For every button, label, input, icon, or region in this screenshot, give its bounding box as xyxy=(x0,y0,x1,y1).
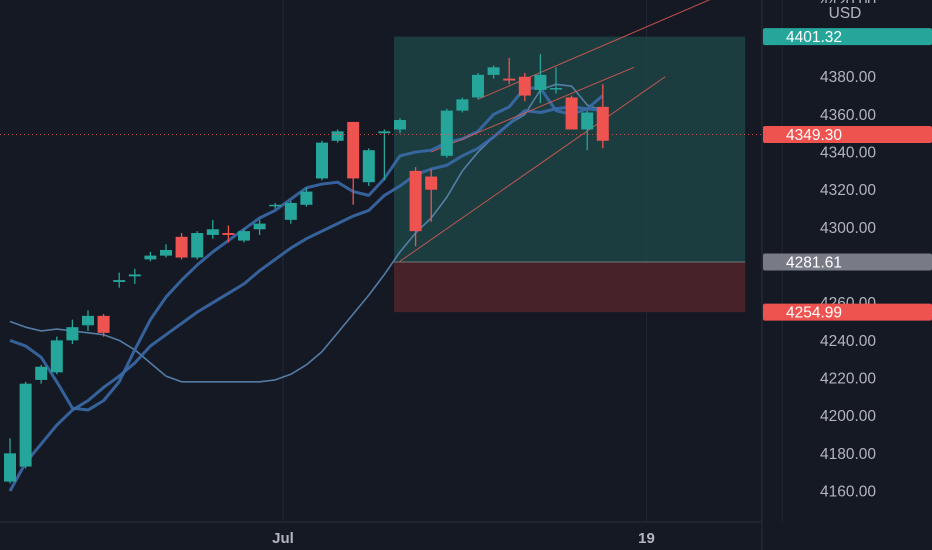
candle-body xyxy=(550,88,562,90)
candle-body xyxy=(269,204,282,207)
candle-body xyxy=(19,383,32,467)
candle-body xyxy=(456,99,469,111)
candle-body xyxy=(128,274,141,277)
candle-body xyxy=(581,112,594,130)
candle-body xyxy=(316,142,328,179)
price-tick-label: 4200.00 xyxy=(820,408,876,425)
time-tick-label: 19 xyxy=(638,530,655,547)
candle-body xyxy=(82,315,94,326)
candle-body xyxy=(596,106,609,141)
candle-body xyxy=(222,233,235,235)
moving-average-line xyxy=(8,105,603,492)
candle-body xyxy=(487,67,500,75)
price-tag[interactable] xyxy=(763,303,932,321)
currency-box xyxy=(810,3,880,21)
candle-body xyxy=(565,97,578,130)
candle-body xyxy=(113,280,126,282)
price-axis[interactable]: 4420.004400.004380.004360.004340.004320.… xyxy=(763,0,932,501)
candle-body xyxy=(300,191,313,205)
candle-body xyxy=(253,223,266,230)
candlesticks xyxy=(4,54,609,484)
price-tick-label: 4240.00 xyxy=(820,333,876,350)
price-tick-label: 4180.00 xyxy=(820,446,876,463)
price-tick-label: 4220.00 xyxy=(820,371,876,388)
price-tick-label: 4320.00 xyxy=(820,182,876,199)
stop-loss-zone[interactable] xyxy=(394,262,746,313)
candle-body xyxy=(347,121,360,179)
position-zone[interactable] xyxy=(394,36,746,313)
price-tag-label: 4349.30 xyxy=(786,127,842,144)
currency-label: USD xyxy=(829,5,862,22)
price-tick-label: 4300.00 xyxy=(820,220,876,237)
candle-body xyxy=(440,110,453,156)
candle-body xyxy=(4,453,16,482)
price-tag-label: 4281.61 xyxy=(786,255,842,272)
time-axis[interactable]: Jul 19 xyxy=(272,530,655,547)
candle-body xyxy=(472,74,484,98)
candle-body xyxy=(394,120,406,130)
candle-body xyxy=(331,131,344,141)
candle-body xyxy=(518,76,531,96)
price-tick-label: 4360.00 xyxy=(820,107,876,124)
candle-body xyxy=(66,327,79,341)
candle-body xyxy=(409,170,422,232)
candle-body xyxy=(160,249,172,256)
candle-body xyxy=(144,255,157,260)
candle-body xyxy=(503,78,516,81)
candle-body xyxy=(534,74,547,90)
trend-line[interactable] xyxy=(431,66,635,153)
price-tick-label: 4340.00 xyxy=(820,145,876,162)
price-tag-label: 4254.99 xyxy=(786,305,842,322)
candle-body xyxy=(238,231,250,241)
trend-line[interactable] xyxy=(399,76,666,262)
candle-body xyxy=(206,229,219,235)
price-tick-label: 4160.00 xyxy=(820,484,876,501)
price-tag[interactable] xyxy=(763,253,932,271)
candle-body xyxy=(191,233,204,258)
candle-body xyxy=(284,202,297,220)
candle-body xyxy=(35,366,48,380)
price-tick-label: 4380.00 xyxy=(820,69,876,86)
price-tag-label: 4401.32 xyxy=(786,29,842,46)
price-tag[interactable] xyxy=(763,126,932,144)
candle-body xyxy=(175,236,188,258)
candle-body xyxy=(425,176,438,190)
time-tick-label: Jul xyxy=(272,530,294,547)
candle-body xyxy=(97,315,110,333)
price-tag[interactable] xyxy=(763,28,932,46)
candle-body xyxy=(378,131,391,134)
candle-body xyxy=(50,340,63,373)
candle-body xyxy=(362,150,375,183)
